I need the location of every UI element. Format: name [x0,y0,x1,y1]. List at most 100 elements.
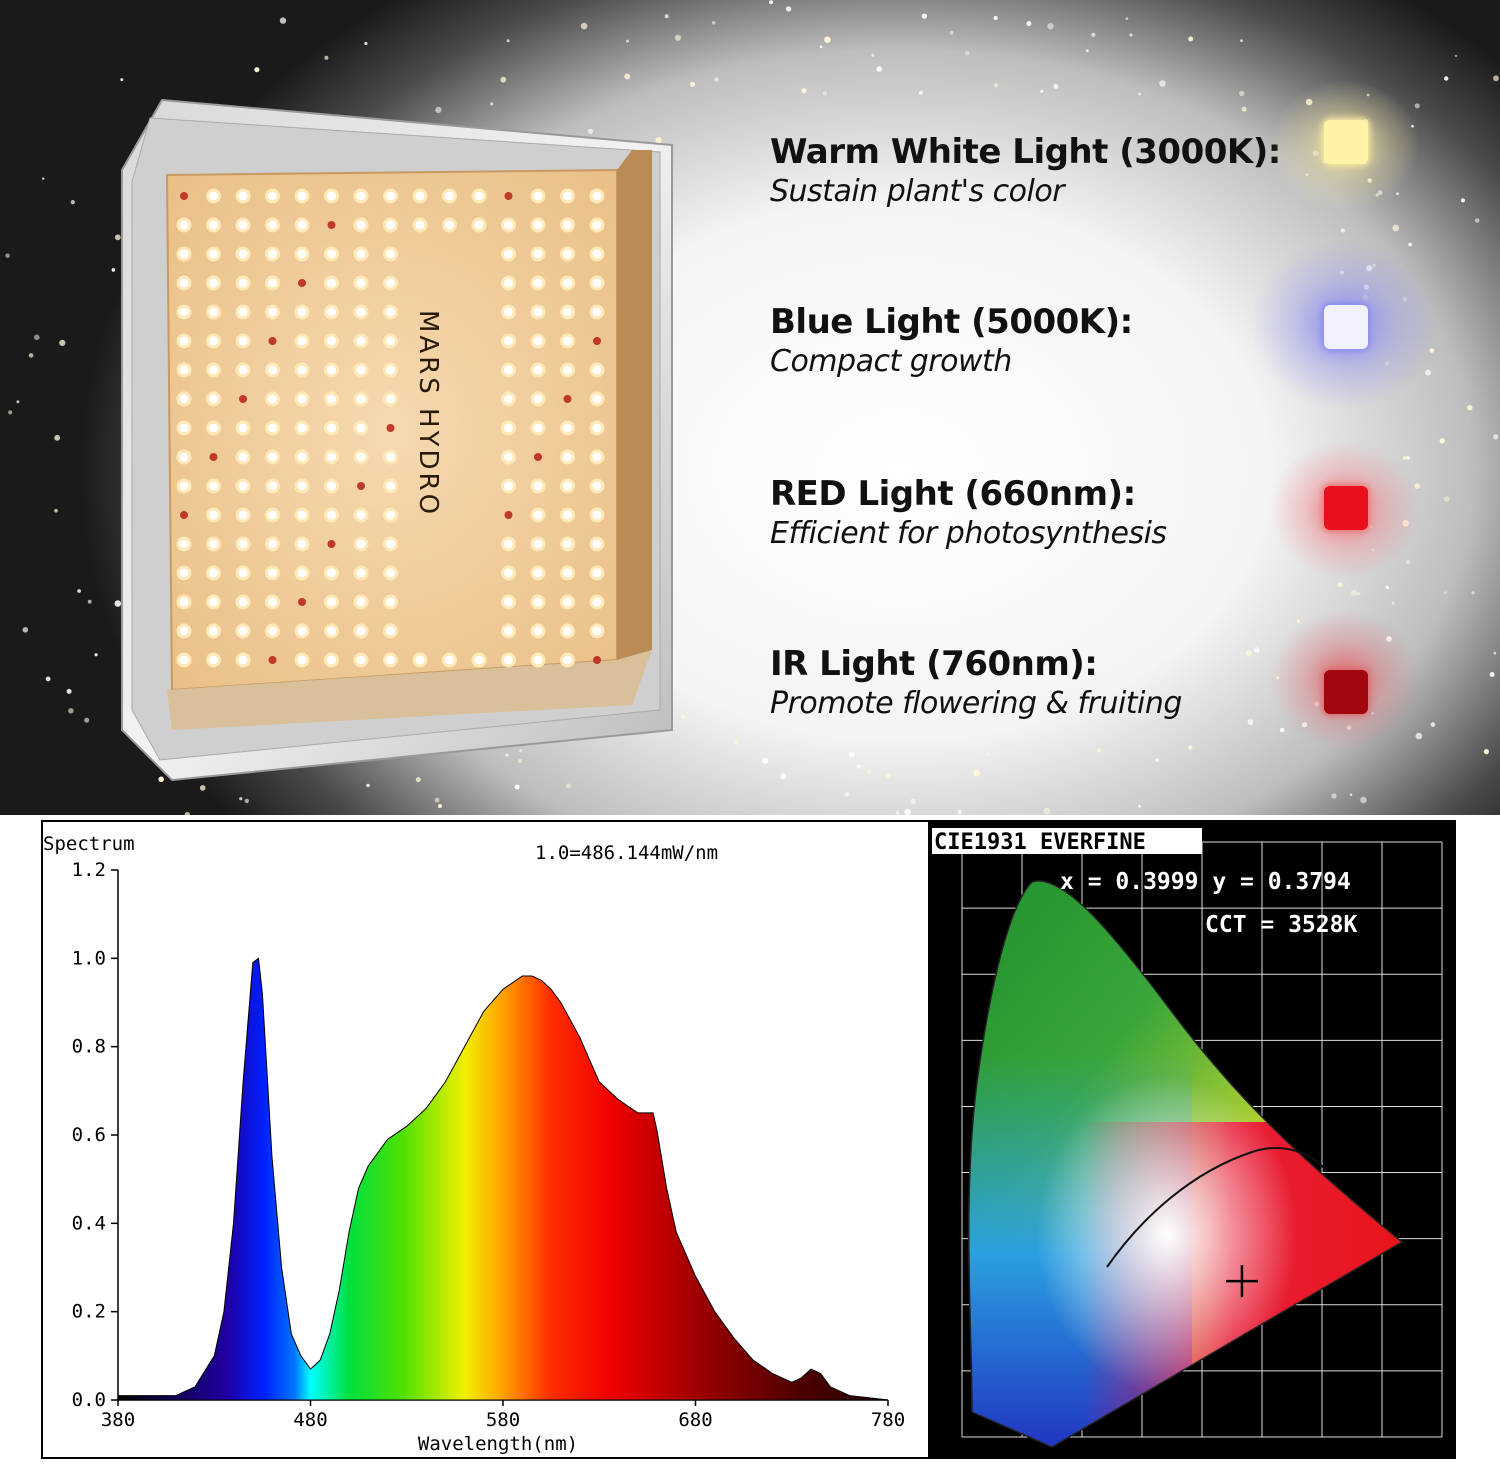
white-led [235,275,251,291]
white-led [442,188,457,204]
light-dot [1337,582,1343,587]
light-dot [1454,54,1458,58]
white-led [589,246,605,262]
white-led [589,188,605,204]
light-dot [822,91,828,96]
light-dot [70,200,75,205]
warm-white-led-icon [1324,120,1368,164]
light-dot [801,88,807,94]
cie-coordinates: x = 0.3999 y = 0.3794 [1060,869,1351,895]
white-led [206,304,221,320]
white-led [235,449,251,465]
ir-led-icon [1324,670,1368,714]
white-led [560,362,575,378]
white-led [353,333,369,349]
white-led [530,188,546,204]
light-dot [910,798,916,805]
red-led-icon [1324,486,1368,530]
white-led [589,594,605,610]
white-led [206,478,221,494]
light-dot [42,177,45,180]
white-led [501,652,516,668]
light-dot [1096,748,1102,753]
light-dot [54,434,61,441]
light-dot [871,53,875,57]
light-dot [54,509,58,513]
white-led [324,449,339,465]
spectrum-chart: 0.0 0.2 0.4 0.6 0.8 1.0 1.2 380 480 580 680 780 Sp… [41,820,930,1459]
white-led [442,217,457,233]
light-dot [904,808,911,815]
white-led [530,304,546,320]
white-led [501,391,516,407]
red-led [386,424,395,432]
white-led [383,623,398,639]
white-led [560,333,575,349]
white-led [501,333,516,349]
white-led [235,652,251,668]
light-dot [986,752,990,756]
white-led [176,304,192,320]
white-led [383,536,398,552]
white-led [235,188,251,204]
light-dot [580,22,588,30]
white-led [324,478,339,494]
white-led [235,623,251,639]
white-led [353,391,369,407]
white-led [530,594,546,610]
feature-description: Efficient for photosynthesis [770,516,1167,551]
red-led [504,192,513,200]
light-dot [435,106,442,113]
white-led [530,536,546,552]
light-dot [16,400,20,404]
light-dot [114,234,121,241]
light-dot [1408,242,1412,247]
x-tick-label: 480 [293,1409,327,1431]
white-led [324,507,339,523]
white-led [324,420,339,436]
light-dot [626,39,629,43]
light-dot [1493,434,1499,440]
product-hero: MARS HYDRO Warm White Light (3000K): Sus… [0,0,1500,815]
white-led [501,478,516,494]
white-led [235,362,251,378]
white-led [206,391,221,407]
feature-description: Promote flowering & fruiting [770,686,1182,721]
light-dot [655,137,662,144]
white-led [324,333,339,349]
light-dot [1043,807,1050,815]
light-dot [239,797,243,801]
white-led [235,565,251,581]
white-led [176,565,192,581]
white-led [324,623,339,639]
red-led [268,656,277,664]
light-dot [1467,405,1473,411]
light-dot [1444,76,1449,81]
white-led [176,275,192,291]
white-led [176,246,192,262]
white-led [294,507,310,523]
cie-plot: CIE1931 EVERFINE x = 0.3999 y = 0.3794 C… [932,828,1443,1448]
red-led [534,453,542,461]
white-led [530,362,546,378]
light-dot [184,812,190,815]
light-dot [324,55,329,60]
red-led [504,511,513,519]
light-dot [8,410,13,415]
feature-title: Blue Light (5000K): [770,302,1133,342]
x-tick-label: 780 [871,1409,905,1431]
white-led [206,536,221,552]
white-led [353,536,369,552]
light-dot [1402,456,1407,460]
white-led [501,362,516,378]
white-led [383,333,398,349]
light-dot [1026,21,1032,27]
light-dot [66,688,72,694]
feature-title: RED Light (660nm): [770,474,1136,514]
white-led [294,304,310,320]
white-led [383,217,398,233]
white-led [353,304,369,320]
white-led [412,217,428,233]
white-led [206,623,221,639]
white-led [235,304,251,320]
